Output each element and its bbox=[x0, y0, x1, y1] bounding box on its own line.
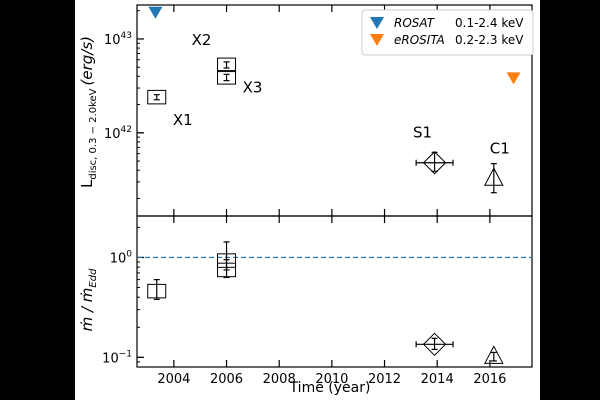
top-point-marker bbox=[217, 57, 237, 73]
top-y-label-sub: disc, 0.3 − 2.0keV bbox=[88, 88, 99, 179]
bottom-ytick-label: 10−1 bbox=[102, 349, 132, 366]
x-tick-label: 2008 bbox=[263, 372, 296, 387]
legend-marker-erosita bbox=[370, 34, 384, 46]
x-tick-label: 2006 bbox=[210, 372, 243, 387]
point-label-x2: X2 bbox=[192, 31, 212, 49]
legend-label-rosat: ROSAT bbox=[394, 16, 436, 30]
legend-band-erosita: 0.2-2.3 keV bbox=[455, 33, 524, 47]
svg-text:ṁ / ṁEdd: ṁ / ṁEdd bbox=[78, 268, 99, 331]
x-tick-label: 2016 bbox=[473, 372, 506, 387]
point-label-c1: C1 bbox=[490, 139, 510, 157]
bottom-y-label-sub: Edd bbox=[88, 268, 99, 288]
bottom-y-axis-label: ṁ / ṁEdd bbox=[78, 268, 99, 331]
top-ytick-label: 1042 bbox=[104, 125, 132, 142]
bottom-panel-ticks: 10−1 100 2004 2006 2008 2010 2012 2014 2016 bbox=[102, 216, 506, 387]
legend-band-rosat: 0.1-2.4 keV bbox=[455, 16, 524, 30]
top-panel-data: X1 X2 X3 S1 C1 bbox=[147, 6, 521, 194]
top-point-marker bbox=[422, 151, 447, 175]
legend-label-erosita: eROSITA bbox=[394, 33, 445, 47]
legend-marker-rosat bbox=[370, 17, 384, 29]
svg-text:Ldisc, 0.3 − 2.0keV(erg/s): Ldisc, 0.3 − 2.0keV (erg/s) bbox=[78, 36, 99, 188]
x-axis-label: Time (year) bbox=[289, 380, 371, 396]
legend: ROSAT 0.1-2.4 keV eROSITA 0.2-2.3 keV bbox=[361, 9, 534, 56]
upper-limit-rosat bbox=[148, 6, 163, 19]
bottom-ytick-label: 100 bbox=[110, 249, 133, 266]
x-tick-label: 2012 bbox=[368, 372, 401, 387]
top-y-axis-label: Ldisc, 0.3 − 2.0keV (erg/s) bbox=[78, 36, 99, 188]
top-y-label-unit: (erg/s) bbox=[78, 36, 96, 86]
figure-background bbox=[75, 0, 540, 400]
legend-box bbox=[361, 9, 534, 56]
upper-limit-erosita bbox=[506, 72, 521, 85]
top-y-label-main: L bbox=[78, 179, 96, 188]
bottom-y-label-main: ṁ / ṁ bbox=[78, 288, 96, 332]
bottom-panel-frame bbox=[136, 215, 533, 368]
point-label-x1: X1 bbox=[173, 111, 193, 129]
x-tick-label: 2010 bbox=[315, 372, 348, 387]
bottom-panel-data bbox=[147, 241, 504, 364]
top-ytick-label: 1043 bbox=[104, 31, 132, 48]
bottom-point-marker bbox=[422, 332, 447, 357]
top-panel-ticks: 1042 1043 bbox=[104, 5, 491, 216]
bottom-point-marker bbox=[483, 345, 504, 364]
x-tick-label: 2004 bbox=[157, 372, 190, 387]
point-label-s1: S1 bbox=[413, 124, 432, 142]
top-point-marker bbox=[217, 70, 237, 85]
top-point-marker bbox=[147, 89, 167, 105]
point-label-x3: X3 bbox=[243, 78, 263, 96]
x-tick-label: 2014 bbox=[421, 372, 454, 387]
